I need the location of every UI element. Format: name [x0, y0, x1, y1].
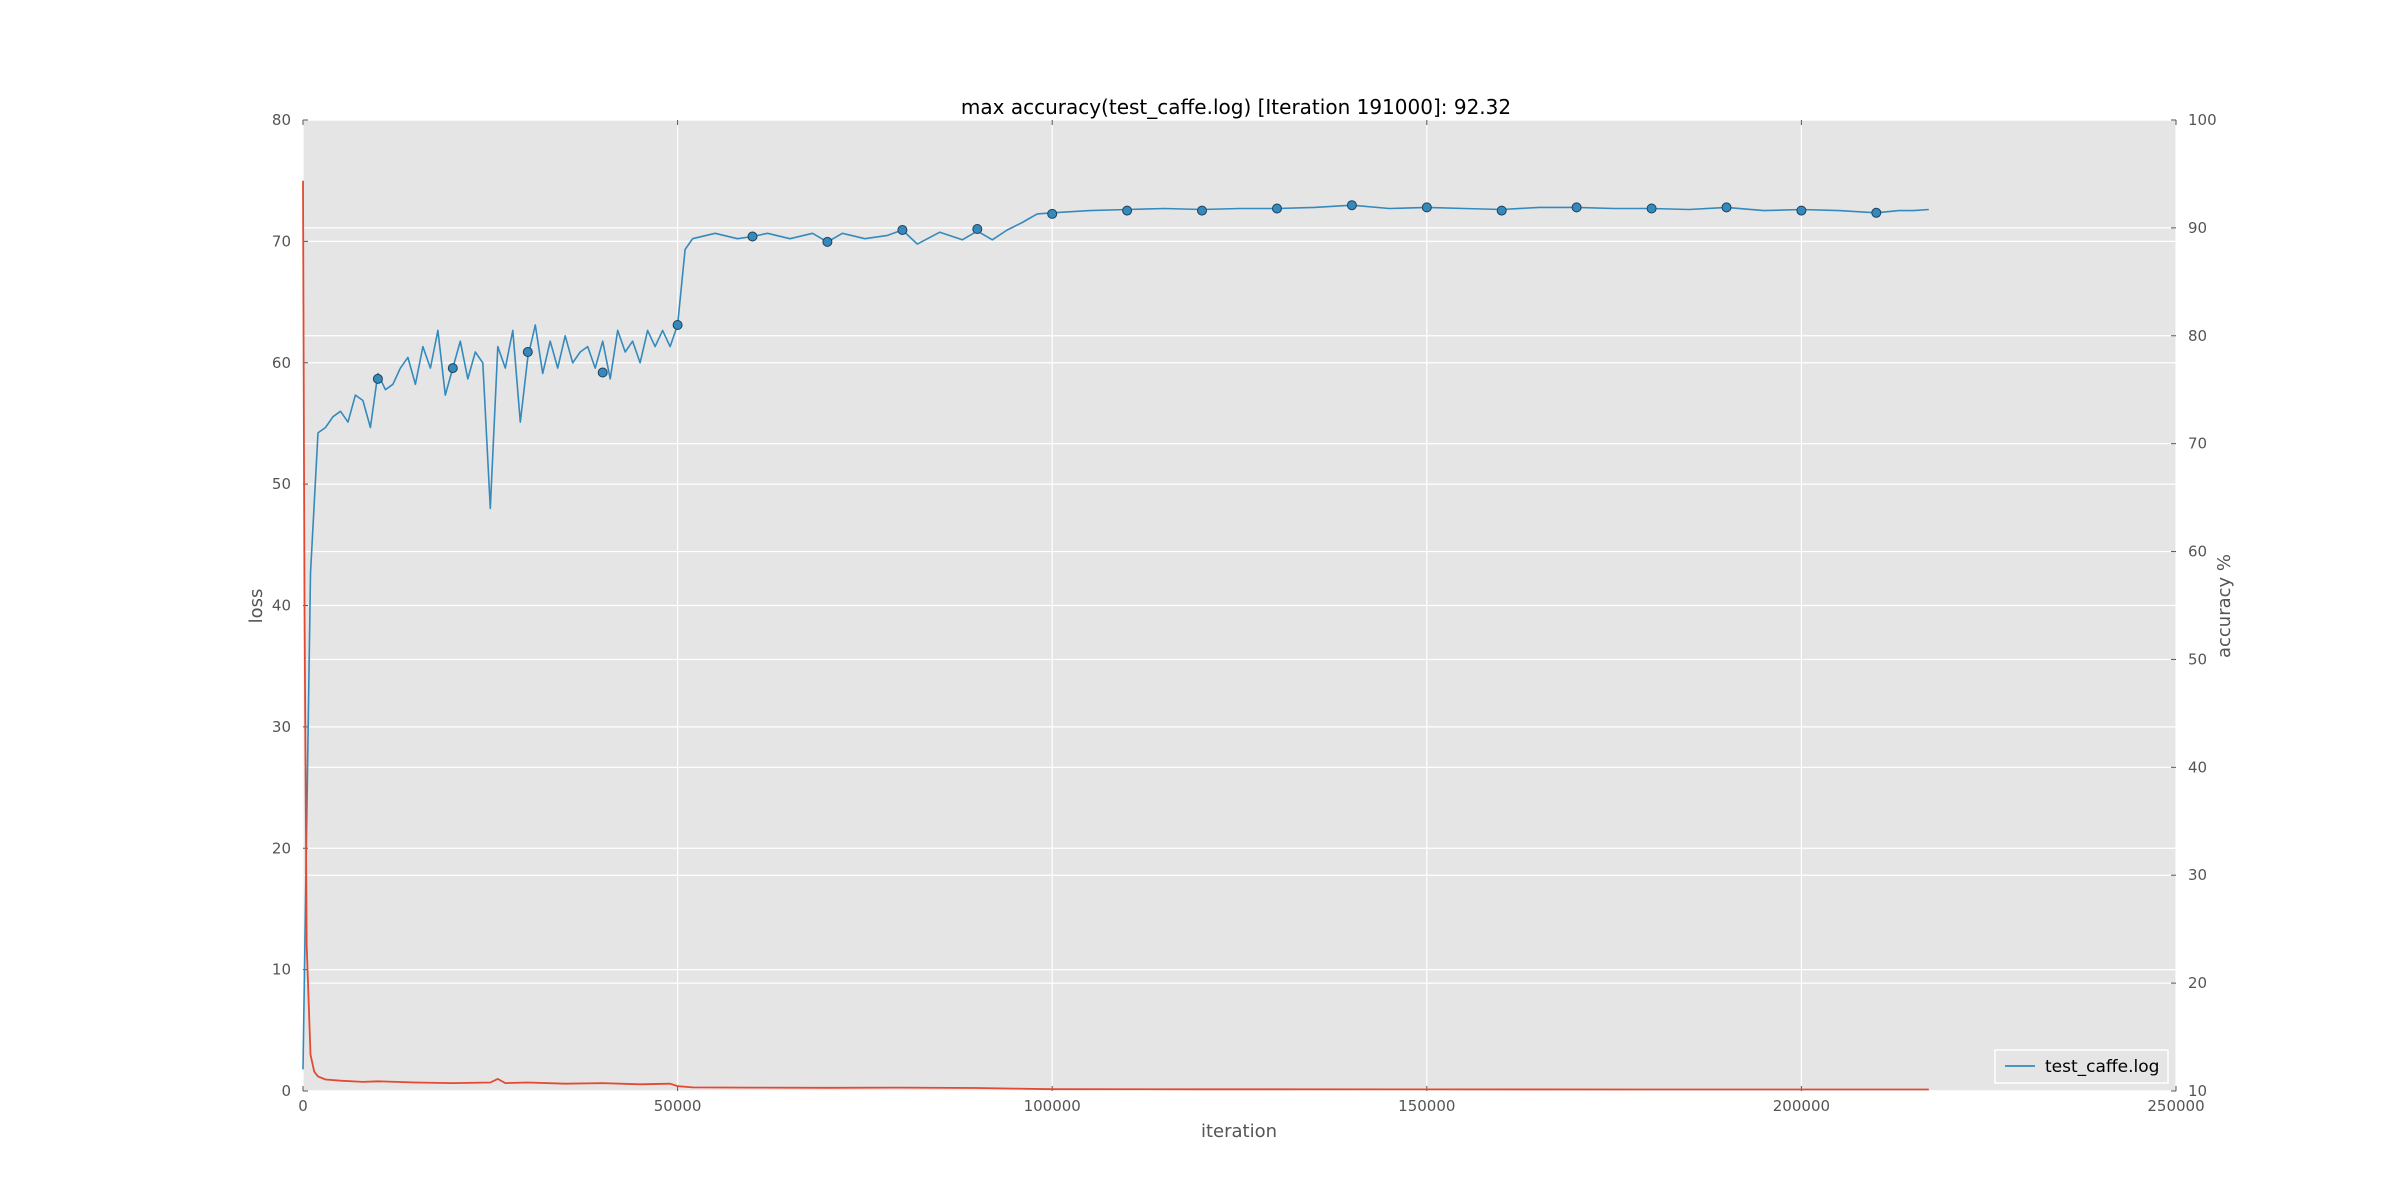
- accuracy-point: [1272, 203, 1282, 214]
- accuracy-point: [1796, 205, 1807, 216]
- y-left-tick-label: 60: [272, 354, 291, 372]
- y-right-tick-label: 20: [2188, 974, 2207, 992]
- accuracy-point: [972, 224, 983, 234]
- y-left-tick-label: 20: [272, 839, 291, 857]
- legend-label: test_caffe.log: [2045, 1057, 2159, 1077]
- y-axis-left-label: loss: [246, 589, 267, 624]
- x-tick-label: 150000: [1398, 1097, 1455, 1115]
- y-left-tick-label: 40: [272, 597, 291, 615]
- y-right-tick-label: 10: [2188, 1082, 2207, 1100]
- accuracy-point: [1346, 200, 1357, 211]
- accuracy-point: [672, 320, 683, 330]
- legend: test_caffe.log: [1994, 1049, 2169, 1084]
- series-line-loss: [302, 180, 1929, 1091]
- accuracy-point: [747, 231, 758, 242]
- y-right-tick-label: 100: [2188, 111, 2217, 129]
- x-tick-label: 100000: [1024, 1097, 1081, 1115]
- y-right-tick-label: 80: [2188, 327, 2207, 345]
- x-tick-label: 0: [298, 1097, 308, 1115]
- accuracy-point: [597, 367, 608, 378]
- accuracy-point: [1421, 202, 1432, 213]
- accuracy-point: [1871, 207, 1882, 218]
- accuracy-point: [897, 225, 908, 235]
- y-left-tick-label: 50: [272, 475, 291, 493]
- accuracy-point: [1496, 205, 1507, 216]
- accuracy-point: [1197, 205, 1207, 216]
- accuracy-point: [1122, 205, 1133, 216]
- x-tick-label: 50000: [654, 1097, 702, 1115]
- grid-lines: [302, 119, 2177, 1092]
- x-tick-label: 250000: [2147, 1097, 2204, 1115]
- accuracy-point: [1721, 202, 1732, 213]
- y-right-tick-label: 40: [2188, 758, 2207, 776]
- y-axis-right-label: accuracy %: [2214, 554, 2235, 658]
- accuracy-point: [822, 236, 833, 247]
- y-left-tick-label: 10: [272, 961, 291, 979]
- chart-title: max accuracy(test_caffe.log) [Iteration …: [961, 95, 1511, 119]
- y-right-tick-label: 60: [2188, 543, 2207, 561]
- y-right-tick-label: 90: [2188, 219, 2207, 237]
- series-lines: [302, 180, 1929, 1091]
- accuracy-point: [372, 373, 383, 384]
- y-left-tick-label: 0: [281, 1082, 291, 1100]
- accuracy-point: [1571, 202, 1582, 213]
- series-markers: [372, 200, 1882, 384]
- y-left-tick-label: 80: [272, 111, 291, 129]
- y-left-tick-label: 70: [272, 232, 291, 250]
- axis-ticks: 0 50000 100000 150000 200000 250000 0 10 20 30 40 5…: [272, 111, 2217, 1115]
- accuracy-point: [1047, 208, 1058, 219]
- y-right-tick-label: 70: [2188, 435, 2207, 453]
- x-tick-label: 200000: [1773, 1097, 1830, 1115]
- accuracy-point: [447, 363, 458, 374]
- y-right-tick-label: 50: [2188, 650, 2207, 668]
- series-line-accuracy: [302, 204, 1929, 1070]
- y-right-tick-label: 30: [2188, 866, 2207, 884]
- accuracy-point: [522, 347, 533, 357]
- accuracy-point: [1646, 203, 1657, 214]
- y-left-tick-label: 30: [272, 718, 291, 736]
- x-axis-label: iteration: [1201, 1121, 1277, 1142]
